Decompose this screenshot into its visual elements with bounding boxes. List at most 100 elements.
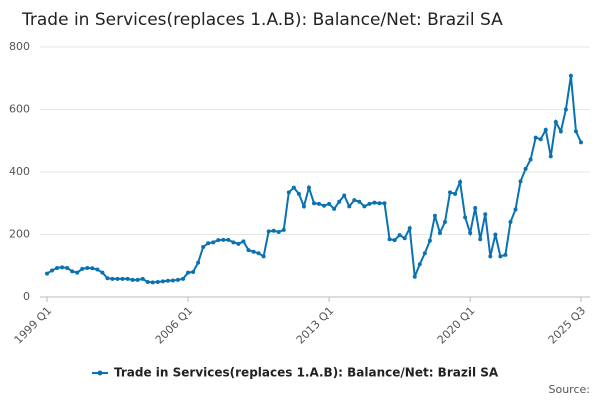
point — [236, 241, 241, 246]
point — [317, 201, 322, 206]
point — [110, 276, 115, 281]
point — [70, 269, 75, 274]
point — [181, 276, 186, 281]
point — [458, 180, 463, 184]
legend-marker — [97, 370, 103, 376]
point — [427, 238, 432, 243]
point — [65, 265, 70, 270]
source: Source: — [549, 383, 591, 396]
point — [553, 120, 558, 124]
point — [90, 266, 95, 271]
point — [120, 276, 125, 281]
point — [206, 241, 211, 246]
point — [155, 280, 160, 284]
point — [140, 276, 145, 281]
y-tick-label: 400 — [9, 165, 30, 178]
point — [422, 251, 427, 256]
point — [579, 140, 583, 145]
point — [226, 237, 231, 242]
point — [125, 276, 130, 281]
point — [412, 274, 417, 279]
point — [231, 240, 236, 245]
point — [191, 270, 196, 274]
point — [196, 260, 201, 265]
point — [397, 233, 402, 238]
point — [115, 276, 120, 281]
point — [286, 190, 291, 195]
point — [332, 206, 337, 211]
point — [221, 237, 226, 242]
point — [296, 191, 301, 196]
point — [312, 201, 316, 206]
x-tick-label: 2013 Q1 — [294, 304, 337, 347]
point — [488, 254, 493, 259]
point — [95, 267, 100, 272]
point — [407, 226, 412, 231]
point — [271, 228, 276, 233]
point — [498, 254, 503, 259]
point — [251, 249, 256, 254]
point — [281, 227, 286, 232]
point — [160, 279, 165, 284]
point — [473, 205, 478, 210]
point — [533, 135, 538, 140]
point — [85, 265, 90, 270]
point — [518, 179, 523, 184]
x-tick-label: 1999 Q1 — [12, 304, 55, 347]
series-line — [46, 75, 582, 284]
point — [417, 262, 422, 267]
point — [45, 271, 49, 276]
x-tick-label: 2020 Q1 — [435, 304, 478, 347]
point — [241, 239, 246, 244]
point — [563, 107, 568, 112]
point — [327, 201, 332, 206]
point — [392, 238, 397, 243]
point — [256, 251, 261, 256]
point — [463, 215, 468, 220]
point — [135, 277, 140, 282]
point — [382, 201, 387, 206]
point — [75, 270, 80, 275]
point — [216, 238, 221, 243]
point — [377, 201, 382, 206]
point — [442, 220, 447, 224]
point — [301, 204, 306, 209]
point — [201, 245, 206, 249]
x-tick-label: 2006 Q1 — [153, 304, 196, 347]
point — [453, 191, 458, 196]
point — [60, 265, 65, 270]
point — [568, 73, 573, 78]
point — [175, 277, 180, 282]
y-tick-label: 800 — [9, 40, 30, 53]
point — [538, 137, 543, 142]
point — [80, 266, 85, 271]
point — [50, 268, 55, 273]
point — [322, 203, 327, 208]
point — [145, 280, 150, 284]
point — [543, 127, 548, 132]
point — [211, 240, 216, 245]
point — [130, 277, 135, 282]
point — [246, 248, 251, 253]
point — [483, 212, 488, 217]
point — [357, 199, 362, 204]
point — [342, 193, 347, 198]
point — [276, 230, 281, 234]
point — [548, 154, 553, 159]
chart-title: Trade in Services(replaces 1.A.B): Balan… — [21, 10, 503, 30]
point — [362, 204, 367, 209]
point — [261, 254, 266, 259]
point — [387, 237, 392, 242]
point — [478, 237, 483, 242]
point — [573, 129, 578, 134]
point — [432, 213, 437, 218]
point — [186, 270, 191, 275]
point — [372, 200, 377, 205]
y-tick-label: 200 — [9, 228, 30, 241]
point — [150, 280, 155, 285]
point — [165, 278, 170, 283]
point — [437, 230, 442, 235]
y-tick-label: 0 — [23, 290, 30, 303]
point — [493, 232, 498, 237]
